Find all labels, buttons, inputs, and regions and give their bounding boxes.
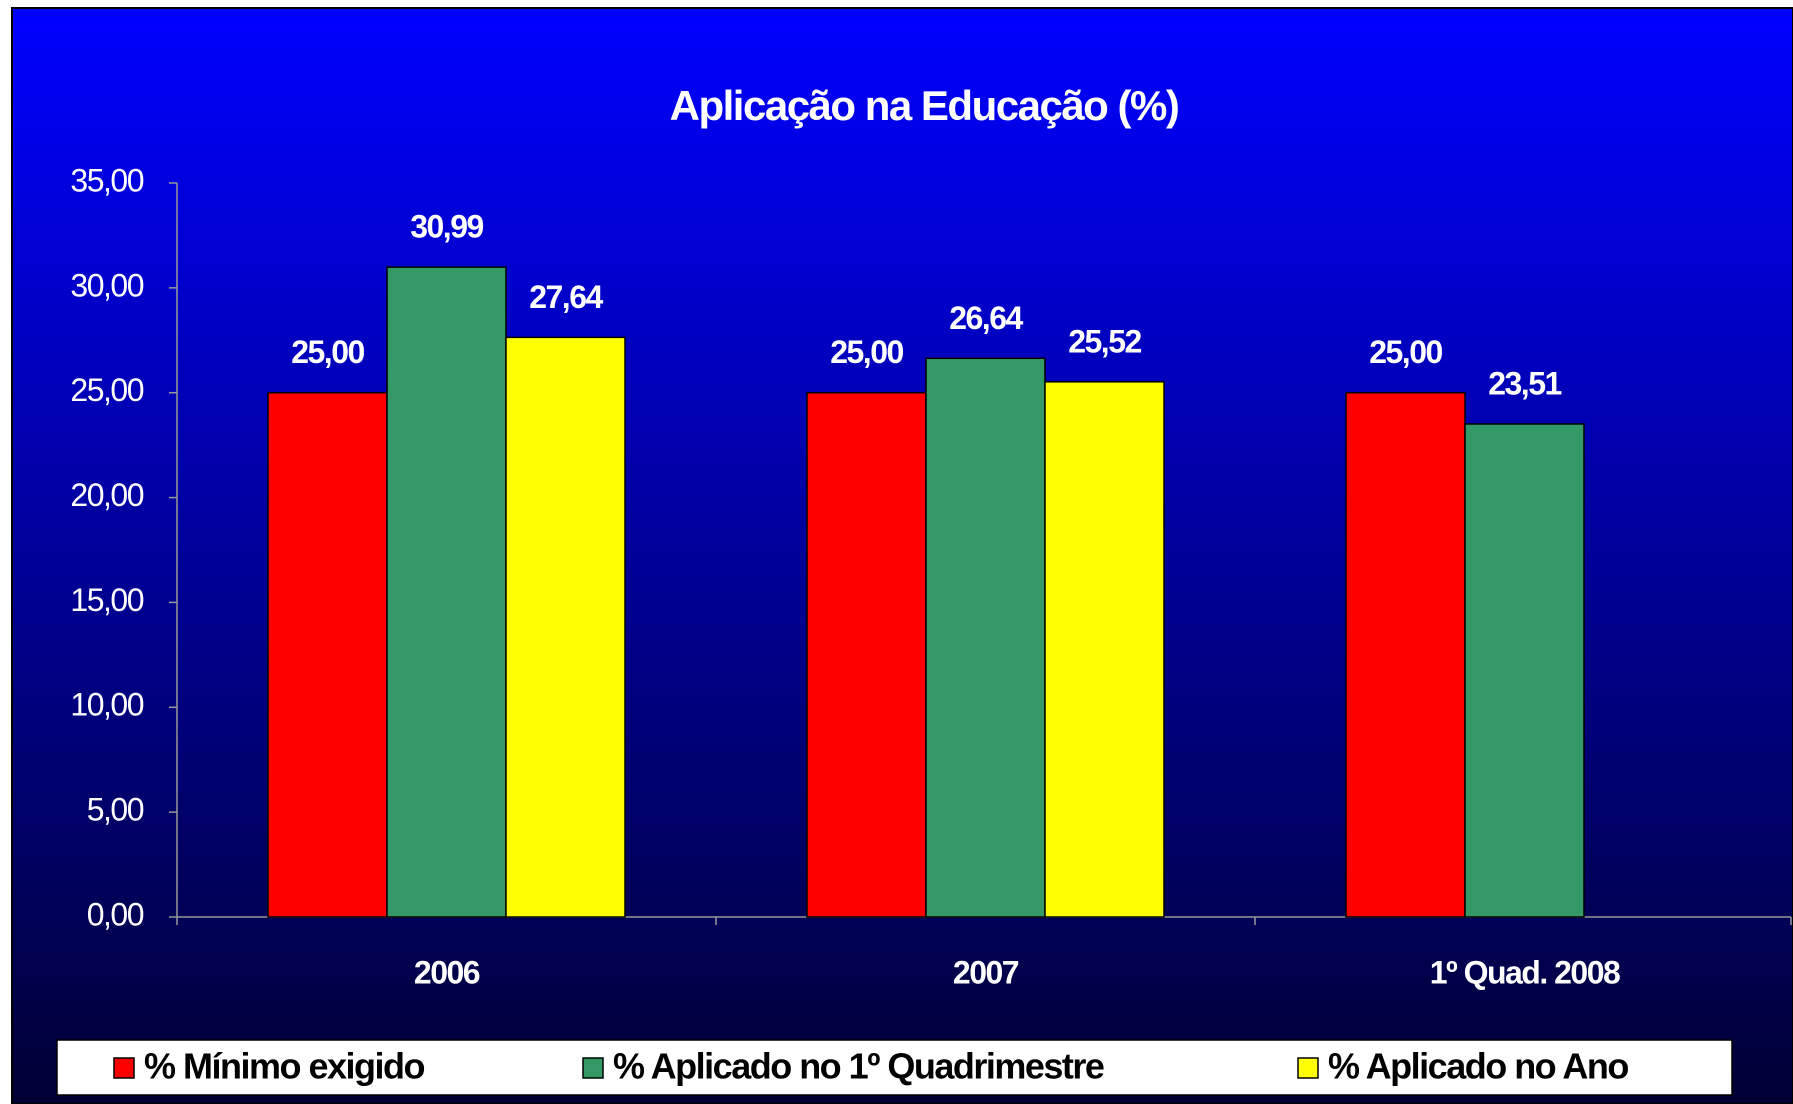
legend-swatch — [1297, 1057, 1319, 1079]
bar — [1044, 381, 1165, 918]
legend-label: % Mínimo exigido — [144, 1046, 425, 1087]
x-tick-label: 2006 — [414, 954, 480, 990]
y-tick-label: 0,00 — [87, 896, 144, 932]
y-tick-label: 35,00 — [70, 162, 143, 198]
value-label: 25,00 — [830, 334, 903, 370]
y-tick-label: 30,00 — [70, 267, 143, 303]
value-label: 23,51 — [1488, 365, 1561, 401]
x-tick-label: 2007 — [953, 954, 1019, 990]
legend-label: % Aplicado no Ano — [1328, 1046, 1628, 1087]
legend-swatch — [582, 1057, 604, 1079]
value-label: 25,00 — [1369, 334, 1442, 370]
bar — [386, 266, 507, 918]
value-label: 26,64 — [949, 300, 1023, 336]
y-tick-label: 5,00 — [87, 792, 144, 828]
legend-label: % Aplicado no 1º Quadrimestre — [613, 1046, 1104, 1087]
y-tick-label: 15,00 — [70, 582, 143, 618]
value-label: 25,00 — [291, 334, 364, 370]
bar — [1464, 423, 1585, 918]
legend — [56, 1039, 1733, 1096]
bar — [267, 391, 388, 918]
legend-swatch — [113, 1057, 135, 1079]
y-tick-label: 10,00 — [70, 687, 143, 723]
value-label: 27,64 — [529, 279, 603, 315]
bar — [806, 391, 927, 918]
bar — [925, 357, 1046, 918]
chart-title: Aplicação na Educação (%) — [670, 82, 1179, 129]
value-label: 25,52 — [1068, 323, 1141, 359]
y-tick-label: 20,00 — [70, 477, 143, 513]
y-tick-label: 25,00 — [70, 372, 143, 408]
bar — [1345, 391, 1466, 918]
value-label: 30,99 — [410, 209, 483, 245]
bar — [505, 336, 626, 918]
x-tick-label: 1º Quad. 2008 — [1430, 954, 1620, 990]
